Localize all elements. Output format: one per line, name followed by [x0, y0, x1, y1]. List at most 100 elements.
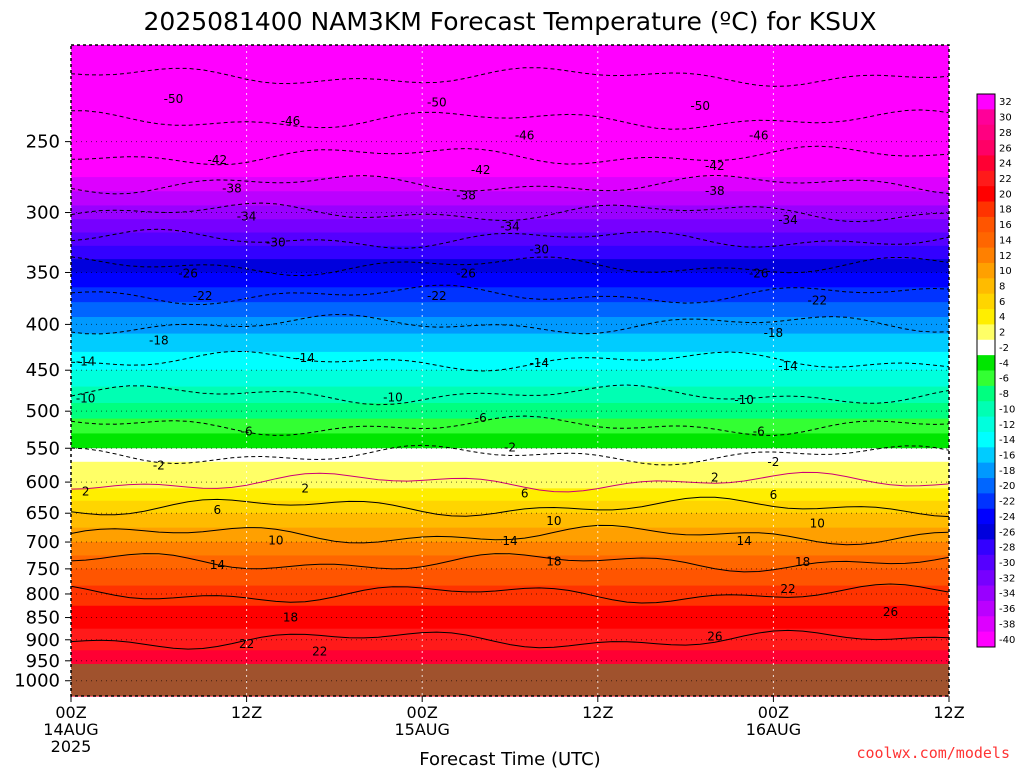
- contour-line: [70, 313, 950, 335]
- y-tick-label: 300: [26, 203, 60, 224]
- colorbar-swatch: [977, 216, 995, 233]
- y-tick-label: 550: [26, 438, 60, 459]
- colorbar-swatch: [977, 339, 995, 356]
- contour-line: [70, 202, 950, 223]
- contour-label: -50: [164, 92, 184, 106]
- colorbar-swatch: [977, 539, 995, 556]
- temperature-band: [71, 351, 949, 371]
- contour-label: -6: [753, 425, 765, 439]
- temperature-band: [71, 302, 949, 318]
- colorbar-label: -34: [999, 589, 1015, 600]
- contour-label: -46: [281, 114, 301, 128]
- credit-text: coolwx.com/models: [856, 744, 1010, 762]
- colorbar-swatch: [977, 186, 995, 202]
- colorbar-label: -28: [999, 543, 1015, 554]
- colorbar-swatch: [977, 447, 995, 464]
- y-tick-label: 900: [26, 630, 60, 651]
- colorbar-label: -16: [999, 450, 1015, 461]
- contour-label: 2: [82, 485, 90, 499]
- colorbar-label: 18: [999, 205, 1012, 216]
- colorbar-swatch: [977, 155, 995, 172]
- contour-labels: -50 -50 -50-46-46 -46-42-42 -42-38 -38 -38-34-…: [76, 92, 898, 658]
- colorbar-swatch: [977, 478, 995, 494]
- colorbar-label: 6: [999, 297, 1005, 308]
- temperature-band: [71, 219, 949, 234]
- contour-label: -22: [807, 293, 827, 307]
- contour-line: [70, 444, 950, 466]
- y-tick-label: 850: [26, 608, 60, 629]
- colorbar-swatch: [977, 109, 995, 126]
- colorbar-label: 14: [999, 235, 1012, 246]
- contour-line: [70, 67, 950, 87]
- colorbar-label: -4: [999, 358, 1009, 369]
- contour-label: -2: [767, 455, 779, 469]
- contour-line: [70, 256, 950, 277]
- colorbar-swatch: [977, 554, 995, 571]
- contour-label: 22: [312, 644, 327, 658]
- temperature-bands: [71, 45, 949, 697]
- colorbar-swatch: [977, 124, 995, 141]
- temperature-band: [71, 109, 949, 132]
- colorbar-label: -14: [999, 435, 1015, 446]
- contour-label: -22: [193, 289, 213, 303]
- contour-label: -14: [529, 356, 549, 370]
- temperature-band: [71, 130, 949, 150]
- contour-label: 14: [210, 558, 225, 572]
- colorbar-label: 24: [999, 159, 1012, 170]
- temperature-band: [71, 259, 949, 274]
- colorbar-swatch: [977, 585, 995, 602]
- contour-label: -42: [705, 159, 725, 173]
- x-tick-label: 00Z: [758, 703, 789, 722]
- colorbar-swatch: [977, 247, 995, 264]
- contour-label: -14: [778, 359, 798, 373]
- colorbar-label: -18: [999, 466, 1015, 477]
- temperature-band: [71, 232, 949, 247]
- colorbar-frame: [976, 93, 996, 648]
- y-tick-label: 950: [26, 651, 60, 672]
- colorbar-swatch: [977, 385, 995, 402]
- y-tick-label: 600: [26, 472, 60, 493]
- contour-label: -38: [705, 184, 725, 198]
- colorbar-label: -10: [999, 404, 1015, 415]
- contour-label: 10: [268, 533, 283, 547]
- temperature-band: [71, 205, 949, 220]
- colorbar-swatch: [977, 170, 995, 187]
- colorbar-swatch: [977, 262, 995, 279]
- x-tick-label: 00Z: [55, 703, 86, 722]
- colorbar-swatch: [977, 370, 995, 387]
- contour-label: -10: [734, 393, 754, 407]
- x-tick-label: 12Z: [933, 703, 964, 722]
- colorbar-swatch: [977, 401, 995, 417]
- contour-label: -38: [222, 181, 242, 195]
- colorbar-label: -22: [999, 497, 1015, 508]
- x-tick-label: 2025: [51, 737, 92, 756]
- contour-label: -14: [76, 354, 96, 368]
- contour-label: 6: [214, 503, 222, 517]
- contour-label: -34: [778, 213, 798, 227]
- contour-line: [70, 174, 950, 195]
- colorbar-label: -12: [999, 420, 1015, 431]
- temperature-band: [71, 628, 949, 651]
- contour-label: 18: [546, 555, 561, 569]
- colorbar-swatch: [977, 431, 995, 448]
- contour-label: -22: [427, 289, 447, 303]
- temperature-band: [71, 475, 949, 489]
- contour-label: 2: [711, 471, 719, 485]
- y-tick-label: 500: [26, 401, 60, 422]
- temperature-band: [71, 245, 949, 260]
- colorbar-swatch: [977, 355, 995, 371]
- contour-line: [70, 284, 950, 306]
- contour-label: 6: [770, 488, 778, 502]
- y-tick-label: 750: [26, 559, 60, 580]
- colorbar-label: 26: [999, 143, 1012, 154]
- x-tick-label: 15AUG: [394, 720, 449, 739]
- colorbar-label: 16: [999, 220, 1012, 231]
- contour-label: -10: [76, 392, 96, 406]
- contour-label: -26: [456, 267, 476, 281]
- y-axis: 2503003504004505005506006507007508008509…: [14, 132, 71, 692]
- colorbar-label: -2: [999, 343, 1009, 354]
- colorbar-label: -36: [999, 604, 1015, 615]
- colorbar-swatch: [977, 570, 995, 586]
- temperature-band: [71, 500, 949, 514]
